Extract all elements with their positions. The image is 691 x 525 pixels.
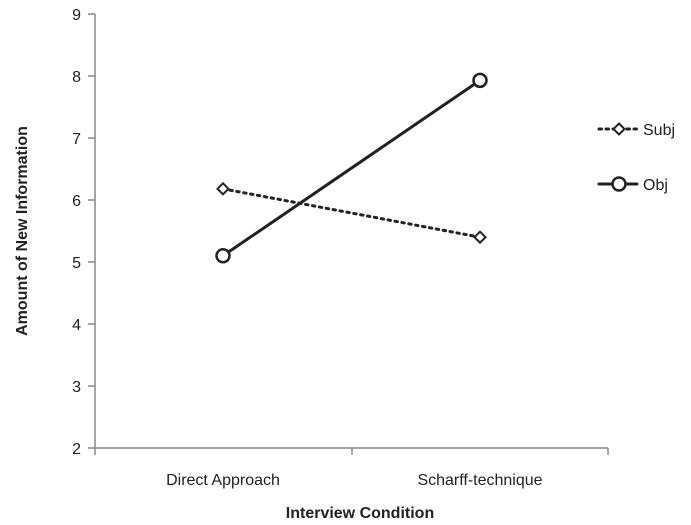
y-tick-label: 4 (72, 317, 81, 334)
legend: Subj Obj (597, 122, 675, 194)
x-tick-label: Scharff-technique (417, 472, 542, 489)
y-tick-label: 7 (72, 131, 81, 148)
data-point-subj (473, 230, 487, 245)
y-axis-title: Amount of New Information (14, 126, 31, 336)
y-ticks: 2 3 4 5 6 7 8 9 (72, 7, 95, 458)
y-tick-label: 8 (72, 69, 81, 86)
legend-marker-subj (612, 122, 626, 136)
axes (94, 14, 608, 449)
legend-label-obj: Obj (643, 177, 668, 194)
y-tick-label: 3 (72, 379, 81, 396)
data-point-subj (216, 181, 230, 196)
y-tick-label: 5 (72, 255, 81, 272)
series-line-obj (221, 78, 482, 258)
y-tick-label: 9 (72, 7, 81, 24)
y-tick-label: 6 (72, 193, 81, 210)
legend-marker-obj (611, 176, 627, 192)
data-point-obj (215, 248, 231, 264)
y-tick-label: 2 (72, 441, 81, 458)
series-layer (215, 72, 488, 264)
x-tick-label: Direct Approach (166, 472, 280, 489)
x-ticks: Direct Approach Scharff-technique (94, 448, 609, 489)
x-axis-title: Interview Condition (286, 505, 434, 522)
legend-label-subj: Subj (643, 122, 675, 139)
data-point-obj (472, 72, 488, 89)
series-line-subj (221, 187, 482, 239)
